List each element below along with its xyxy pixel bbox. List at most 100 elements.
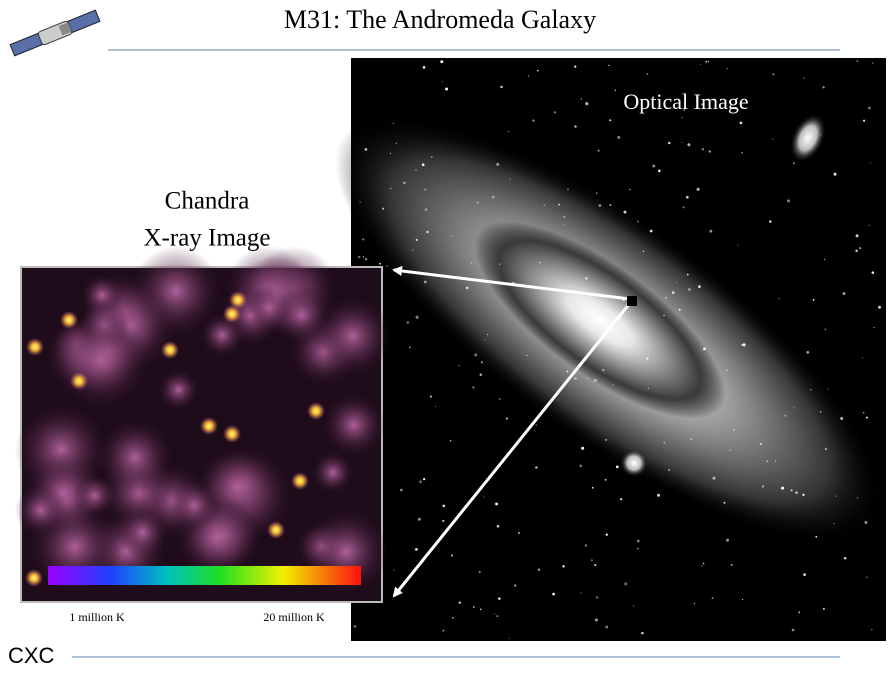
star xyxy=(431,156,433,158)
star xyxy=(701,565,703,567)
star xyxy=(686,273,689,276)
star xyxy=(701,147,705,151)
star xyxy=(601,314,604,317)
xray-label-line: Chandra xyxy=(165,188,250,215)
star xyxy=(412,249,414,251)
star xyxy=(856,60,859,62)
star xyxy=(580,592,582,594)
star xyxy=(668,141,671,145)
star xyxy=(379,262,381,265)
star xyxy=(864,520,868,524)
star xyxy=(877,305,882,309)
star xyxy=(451,554,454,557)
xray-glow xyxy=(116,506,169,559)
star xyxy=(567,188,569,191)
star xyxy=(647,387,650,390)
star xyxy=(712,476,716,480)
star xyxy=(537,568,541,572)
star xyxy=(803,573,806,577)
star xyxy=(702,562,705,565)
star xyxy=(598,204,602,207)
star xyxy=(581,446,585,450)
star xyxy=(868,224,870,226)
colorbar-low-label: 1 million K xyxy=(69,610,125,624)
star xyxy=(574,125,577,128)
star xyxy=(579,464,583,468)
star xyxy=(505,417,508,420)
star xyxy=(681,142,683,144)
xray-glow xyxy=(322,393,385,456)
star xyxy=(389,152,392,155)
star xyxy=(694,603,696,605)
star xyxy=(815,535,818,538)
zoom-arrows xyxy=(392,266,632,598)
optical-image xyxy=(335,58,886,641)
star xyxy=(508,637,510,639)
star xyxy=(835,495,837,497)
star xyxy=(390,187,392,190)
star xyxy=(526,354,528,357)
star xyxy=(761,485,765,488)
star xyxy=(605,438,608,441)
star xyxy=(843,556,847,560)
xray-glow xyxy=(96,419,174,496)
star xyxy=(585,544,588,547)
star xyxy=(537,69,539,72)
star xyxy=(553,111,556,114)
star xyxy=(472,386,475,389)
star xyxy=(711,597,714,599)
star xyxy=(646,73,649,75)
star xyxy=(465,286,469,290)
star xyxy=(855,234,859,238)
xray-glow xyxy=(312,451,354,494)
star xyxy=(474,353,478,357)
xray-source xyxy=(70,372,88,390)
star xyxy=(552,592,555,596)
star xyxy=(786,199,791,203)
star xyxy=(476,201,479,204)
star xyxy=(496,615,499,618)
star xyxy=(671,291,675,294)
slide-title: M31: The Andromeda Galaxy xyxy=(284,5,596,34)
star xyxy=(792,162,795,165)
star xyxy=(574,65,577,68)
star xyxy=(382,207,385,210)
xray-source xyxy=(60,311,78,329)
star xyxy=(784,414,787,417)
xray-glow xyxy=(15,484,67,536)
star xyxy=(496,163,500,166)
star xyxy=(421,163,425,167)
star xyxy=(591,486,594,489)
star xyxy=(517,531,520,535)
star xyxy=(708,150,711,153)
star xyxy=(806,351,810,354)
xray-image xyxy=(15,245,393,603)
star xyxy=(833,172,837,176)
star xyxy=(417,517,421,521)
star xyxy=(415,315,419,319)
star xyxy=(353,625,357,628)
xray-glow xyxy=(168,479,221,532)
star xyxy=(862,411,865,414)
star xyxy=(873,326,875,329)
xray-glow xyxy=(158,369,199,411)
star xyxy=(609,119,612,122)
star xyxy=(429,395,432,398)
star xyxy=(726,369,728,372)
star xyxy=(408,346,411,349)
star xyxy=(820,411,822,413)
star xyxy=(676,281,678,284)
star xyxy=(859,247,862,250)
star xyxy=(732,429,735,431)
star xyxy=(681,116,683,119)
star xyxy=(597,149,600,152)
star xyxy=(604,479,607,481)
star xyxy=(769,220,772,223)
star xyxy=(663,314,665,317)
star xyxy=(558,203,560,206)
star xyxy=(479,373,483,376)
star xyxy=(642,250,645,252)
star xyxy=(623,210,627,214)
star xyxy=(406,321,410,324)
